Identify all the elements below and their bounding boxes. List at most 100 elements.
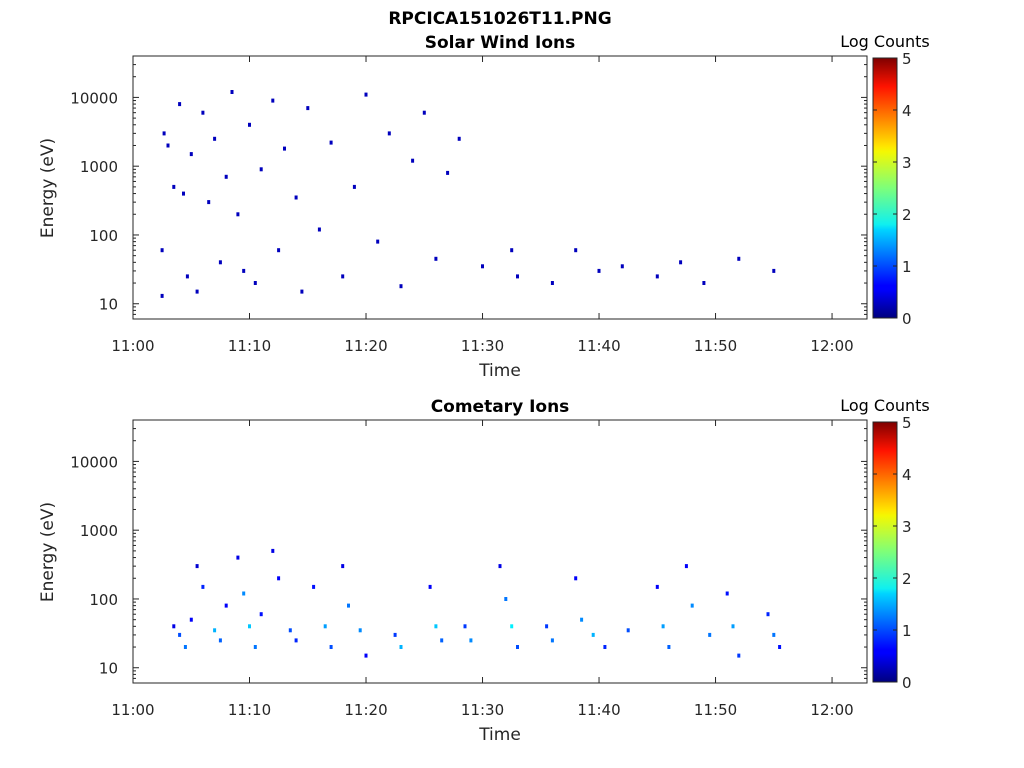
heatmap-cell <box>259 167 263 172</box>
heatmap-cell <box>248 624 251 629</box>
heatmap-cell <box>364 653 368 658</box>
heatmap-cell <box>329 645 333 649</box>
heatmap-cell <box>504 597 508 601</box>
y-tick-label: 1000 <box>80 158 118 176</box>
panel-title: Cometary Ions <box>431 397 570 417</box>
colorbar-label: Log Counts <box>840 32 930 51</box>
colorbar-label: Log Counts <box>840 396 930 415</box>
heatmap-cell <box>182 191 185 196</box>
colorbar-ticks: 0 1 2 3 4 5 <box>873 50 912 328</box>
y-tick-label: 10 <box>99 296 118 314</box>
heatmap-cell <box>597 268 601 273</box>
heatmap-cell <box>463 624 467 629</box>
x-axis-label: Time <box>478 725 521 745</box>
colorbar-tick-label: 1 <box>902 622 912 640</box>
heatmap-cell <box>271 98 275 103</box>
heatmap-cell <box>510 624 514 629</box>
heatmap-cell <box>399 645 403 649</box>
heatmap-cell <box>195 564 199 569</box>
heatmap-cell <box>195 289 199 294</box>
heatmap-cell <box>550 281 554 285</box>
heatmap-cell <box>778 645 782 649</box>
heatmap-cell <box>679 260 683 265</box>
heatmap-cell <box>469 638 473 643</box>
y-tick-label: 100 <box>89 591 118 609</box>
x-tick-label: 11:40 <box>577 701 620 719</box>
heatmap-cell <box>236 555 240 560</box>
heatmap-cell <box>341 274 345 279</box>
plot-frame <box>132 419 868 684</box>
heatmap-cell <box>690 603 694 608</box>
heatmap-cell <box>189 152 193 157</box>
heatmap-cell <box>684 564 688 569</box>
heatmap-cell <box>224 603 228 608</box>
heatmap-cell <box>387 131 391 136</box>
heatmap-cell <box>236 212 240 217</box>
heatmap-cell <box>312 584 316 589</box>
heatmap-cell <box>550 638 554 643</box>
heatmap-cell <box>183 645 187 649</box>
panel-cometary: Cometary Ions 11:00 11:10 11:20 11:30 11:40 1… <box>38 396 930 745</box>
heatmap-cell <box>516 645 519 649</box>
colorbar-tick-label: 3 <box>902 518 912 536</box>
heatmap-cell <box>172 624 176 629</box>
heatmap-cell <box>376 239 380 244</box>
heatmap-cell <box>434 256 438 261</box>
x-tick-label: 11:10 <box>228 337 271 355</box>
heatmap-cell <box>283 146 286 151</box>
colorbar-gradient <box>872 57 898 319</box>
colorbar-tick-label: 4 <box>902 466 912 484</box>
heatmap-cell <box>253 645 257 649</box>
heatmap-cell <box>510 248 514 253</box>
heatmap-cell <box>626 628 630 633</box>
x-tick-label: 11:00 <box>111 701 154 719</box>
x-tick-label: 11:30 <box>461 701 504 719</box>
x-axis: 11:00 11:10 11:20 11:30 11:40 11:50 12:00 <box>111 420 854 719</box>
heatmap-cell <box>737 653 741 658</box>
plot-frame <box>132 55 868 320</box>
heatmap-cell <box>603 645 607 649</box>
heatmap-cell <box>574 248 578 253</box>
heatmap-cell <box>358 628 362 633</box>
heatmap-cell <box>661 624 665 629</box>
heatmap-cell <box>708 632 712 637</box>
y-tick-label: 100 <box>89 227 118 245</box>
y-axis: 10 100 1000 10000 <box>70 55 867 320</box>
heatmap-cell <box>737 256 741 261</box>
heatmap-cell <box>178 632 182 637</box>
colorbar-tick-label: 3 <box>902 154 912 172</box>
heatmap-cell <box>288 628 292 633</box>
heatmap-cell <box>259 612 263 617</box>
x-tick-label: 11:00 <box>111 337 154 355</box>
heatmap-cell <box>317 227 321 232</box>
heatmap-cell <box>230 90 234 94</box>
heatmap-cell <box>481 264 484 269</box>
y-axis-label: Energy (eV) <box>38 138 58 238</box>
heatmap-cell <box>323 624 327 629</box>
x-tick-label: 11:50 <box>694 701 737 719</box>
heatmap-cell <box>440 638 444 643</box>
heatmap-cell <box>224 174 228 179</box>
heatmap-cell <box>294 195 298 200</box>
heatmap-cell <box>399 284 403 289</box>
heatmap-cell <box>731 624 735 629</box>
colorbar-gradient <box>872 421 898 683</box>
heatmap-cell <box>591 632 595 637</box>
heatmap-cell <box>178 102 182 107</box>
heatmap-cells <box>172 548 782 658</box>
heatmap-cell <box>620 264 624 269</box>
colorbar-tick-label: 1 <box>902 258 912 276</box>
y-axis-label: Energy (eV) <box>38 502 58 602</box>
colorbar-tick-label: 5 <box>902 50 912 68</box>
heatmap-cell <box>271 548 275 553</box>
heatmap-cell <box>300 289 304 294</box>
y-tick-label: 10 <box>99 660 118 678</box>
colorbar-ticks: 0 1 2 3 4 5 <box>873 414 912 692</box>
colorbar-tick-label: 0 <box>902 674 912 692</box>
colorbar-tick-label: 5 <box>902 414 912 432</box>
y-tick-label: 10000 <box>70 453 118 471</box>
heatmap-cell <box>725 591 729 596</box>
heatmap-cell <box>166 143 170 148</box>
heatmap-cell <box>364 92 368 97</box>
